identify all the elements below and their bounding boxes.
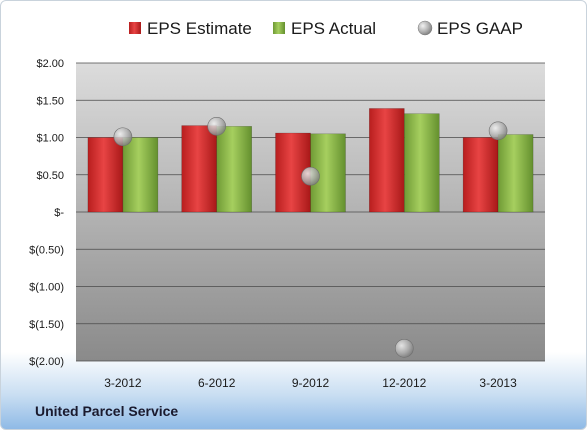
x-tick-label: 3-2013	[479, 376, 517, 390]
y-tick-label: $(1.00)	[29, 282, 64, 294]
legend-label: EPS GAAP	[437, 19, 523, 38]
y-tick-label: $(0.50)	[29, 244, 64, 256]
legend-label: EPS Estimate	[147, 19, 252, 38]
eps-actual-bar	[403, 113, 440, 213]
eps-estimate-bar	[368, 108, 405, 213]
eps-actual-bar	[216, 126, 252, 213]
eps-estimate-bar	[275, 132, 311, 213]
eps-gaap-marker	[301, 166, 320, 186]
eps-estimate-bar	[87, 137, 124, 213]
eps-gaap-marker	[113, 127, 133, 147]
y-tick-label: $2.00	[36, 58, 64, 70]
bars	[87, 108, 534, 213]
x-tick-label: 12-2012	[382, 376, 426, 390]
eps-actual-bar	[310, 133, 346, 213]
eps-gaap-marker	[394, 339, 414, 358]
y-tick-label: $1.50	[36, 95, 64, 107]
legend-estimate-swatch	[129, 22, 141, 34]
x-axis-labels: 3-2012 6-2012 9-2012 12-2012 3-2013	[104, 376, 517, 390]
legend-actual-swatch	[273, 22, 285, 34]
gaap-markers	[113, 117, 508, 358]
y-tick-label: $-	[54, 207, 64, 219]
y-tick-label: $1.00	[36, 133, 64, 145]
legend-gaap-marker	[417, 20, 433, 36]
eps-estimate-bar	[462, 137, 499, 213]
x-tick-label: 3-2012	[104, 376, 142, 390]
company-name: United Parcel Service	[35, 403, 179, 419]
eps-gaap-marker	[207, 117, 226, 136]
y-tick-label: $0.50	[36, 170, 64, 182]
legend-label: EPS Actual	[291, 19, 376, 38]
y-axis-labels: $2.00 $1.50 $1.00 $0.50 $- $(0.50) $(1.00) $(1.…	[29, 58, 64, 368]
eps-gaap-marker	[488, 121, 508, 141]
y-tick-label: $(1.50)	[29, 319, 64, 331]
x-tick-label: 6-2012	[198, 376, 236, 390]
x-tick-label: 9-2012	[292, 376, 330, 390]
eps-actual-bar	[497, 134, 534, 213]
eps-actual-bar	[122, 137, 159, 213]
y-tick-label: $(2.00)	[29, 356, 64, 368]
eps-estimate-bar	[181, 125, 217, 213]
legend: EPS Estimate EPS Actual EPS GAAP	[129, 19, 523, 38]
